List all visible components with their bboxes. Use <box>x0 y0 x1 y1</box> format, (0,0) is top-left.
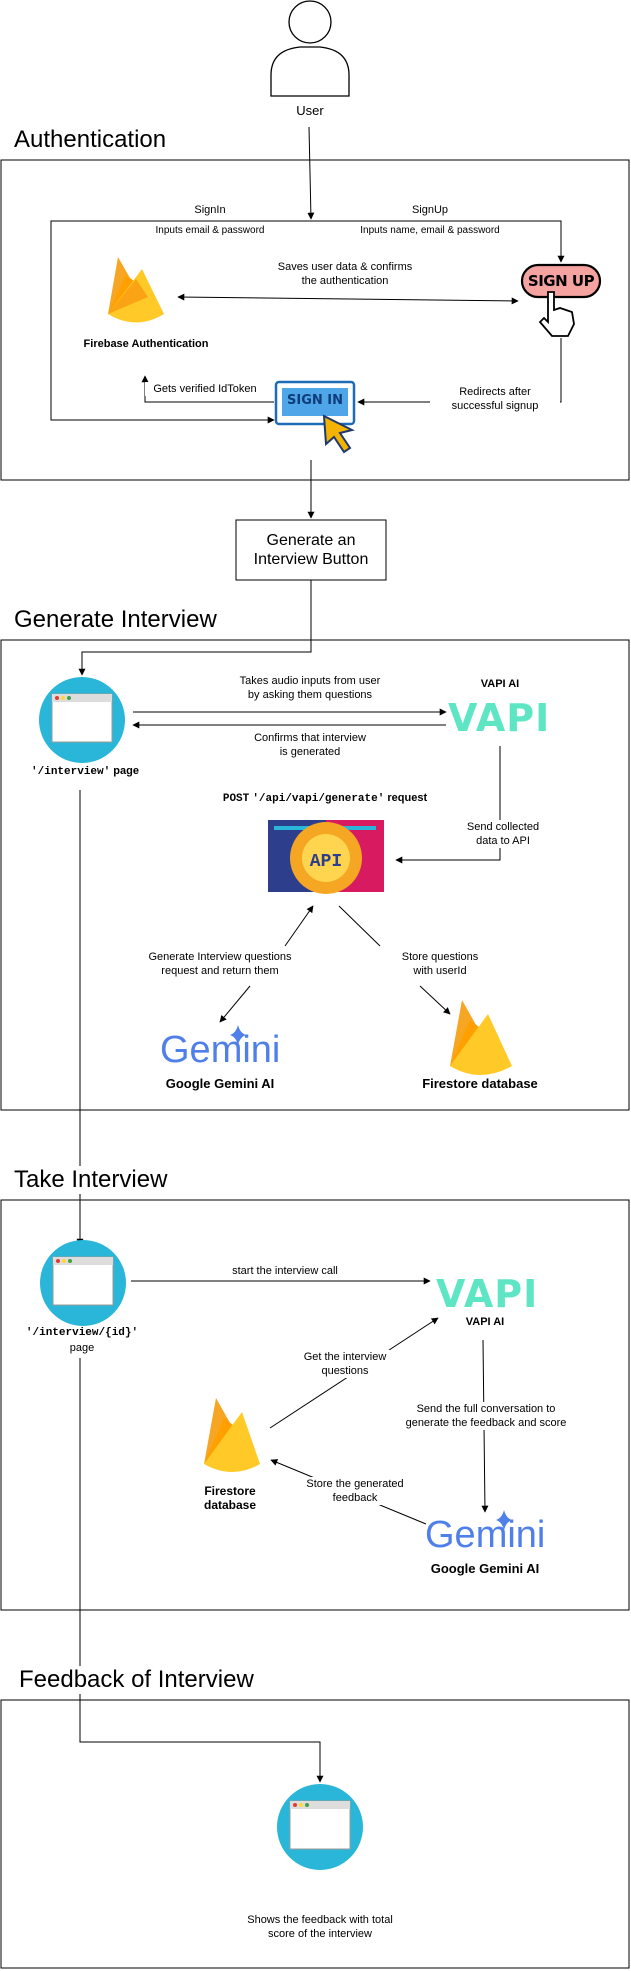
start-call-label: start the interview call <box>232 1265 338 1277</box>
firebase-auth-label: Firebase Authentication <box>83 338 209 350</box>
post-request-label: POST '/api/vapi/generate' request <box>190 791 460 806</box>
get-questions-label: Get the interview questions <box>280 1350 410 1378</box>
gemini-sparkle-icon <box>230 1025 246 1045</box>
section-title-take: Take Interview <box>14 1166 182 1194</box>
signup-flow-label: SignUp <box>411 204 449 216</box>
feedback-section-frame <box>0 1699 630 1969</box>
signin-inputs-label: Inputs email & password <box>155 225 265 236</box>
gemini-label-take: Google Gemini AI <box>430 1561 540 1576</box>
edge-take-to-feedback <box>79 1358 324 1783</box>
interview-page-icon <box>39 677 125 763</box>
generate-section-frame <box>0 639 630 1111</box>
signin-button-text: SIGN IN <box>287 393 343 408</box>
store-feedback-label: Store the generated feedback <box>290 1477 420 1505</box>
signup-button-text: SIGN UP <box>527 272 595 290</box>
user-label: User <box>296 103 324 118</box>
interview-page-label: '/interview' page <box>10 764 160 779</box>
edge-to-firestore <box>419 985 451 1015</box>
edge-signin-loop <box>50 220 310 424</box>
vapi-logo-take: VAPI <box>436 1272 539 1316</box>
generate-interview-button-box <box>235 519 387 581</box>
edge-api-to-firestore <box>338 905 381 947</box>
takes-audio-label: Takes audio inputs from user by asking t… <box>239 675 381 701</box>
interview-id-page-path: '/interview/{id}' <box>25 1327 139 1339</box>
section-title-generate: Generate Interview <box>14 606 231 634</box>
signin-flow-label: SignIn <box>194 204 226 216</box>
user-icon <box>270 0 350 97</box>
gemini-logo-take: Gemini <box>425 1514 546 1556</box>
edge-redirect-signin <box>357 338 562 406</box>
firestore-logo <box>450 1000 512 1075</box>
interview-id-page-word: page <box>69 1342 95 1354</box>
gemini-label: Google Gemini AI <box>165 1076 275 1091</box>
gen-questions-label: Generate Interview questions request and… <box>130 950 310 978</box>
interview-id-page-icon <box>40 1240 126 1326</box>
saves-user-data-label: Saves user data & confirms the authentic… <box>250 260 440 288</box>
send-full-label: Send the full conversation to generate t… <box>396 1402 576 1430</box>
edge-api-to-gemini <box>219 985 251 1023</box>
firestore-label: Firestore database <box>422 1076 538 1091</box>
auth-section-frame <box>0 159 630 481</box>
gemini-sparkle-icon-take <box>496 1510 512 1530</box>
vapi-label: VAPI AI <box>480 678 520 690</box>
confirms-label: Confirms that interview is generated <box>254 732 366 758</box>
edge-firebase-signup <box>177 293 519 305</box>
hand-pointer-icon <box>538 291 575 337</box>
edge-signup-route <box>310 220 565 263</box>
signup-inputs-label: Inputs name, email & password <box>360 225 500 236</box>
signup-button-graphic <box>520 263 602 337</box>
edge-vapi-to-api <box>395 746 501 864</box>
interview-id-page-label: '/interview/{id}' page <box>12 1325 152 1356</box>
interview-page-path: '/interview' <box>31 766 111 778</box>
post-word: request <box>387 792 428 804</box>
edge-gemini-to-api <box>284 905 314 947</box>
signin-button-graphic <box>274 380 356 454</box>
post-path: '/api/vapi/generate' <box>252 793 385 805</box>
section-title-feedback: Feedback of Interview <box>19 1666 268 1694</box>
post-method: POST <box>222 793 250 805</box>
vapi-logo: VAPI <box>448 696 551 740</box>
feedback-page-icon <box>277 1784 363 1870</box>
edge-user-to-auth <box>307 126 315 220</box>
api-icon: API <box>268 820 384 894</box>
verified-token-label: Gets verified IdToken <box>145 382 265 396</box>
redirects-label: Redirects after successful signup <box>430 385 560 413</box>
send-collected-label: Send collected data to API <box>448 820 558 848</box>
firestore-label-take: Firestore database <box>203 1484 257 1512</box>
store-questions-label: Store questions with userId <box>380 950 500 978</box>
shows-feedback-label: Shows the feedback with total score of t… <box>247 1914 393 1940</box>
gemini-logo: Gemini <box>160 1029 281 1071</box>
edge-button-to-page <box>78 580 312 676</box>
firestore-logo-take <box>204 1398 260 1472</box>
api-icon-label: API <box>310 852 342 872</box>
firebase-auth-logo <box>108 257 164 323</box>
vapi-label-take: VAPI AI <box>465 1316 505 1328</box>
take-section-frame <box>0 1199 630 1611</box>
interview-page-word: page <box>113 765 139 777</box>
generate-interview-button-label: Generate an Interview Button <box>253 532 369 568</box>
cursor-icon <box>322 414 355 454</box>
section-title-auth: Authentication <box>14 126 181 154</box>
